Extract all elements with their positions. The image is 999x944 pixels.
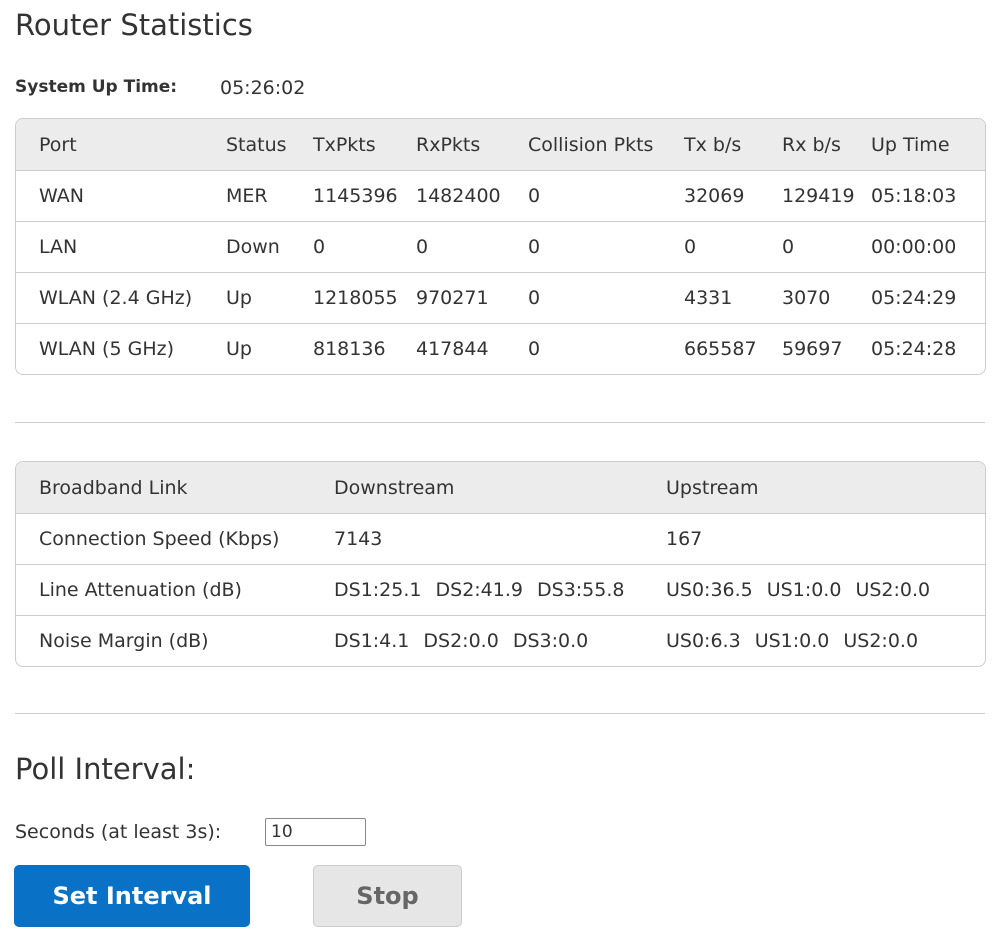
table-cell: 1482400 [416,170,528,222]
table-cell: WLAN (2.4 GHz) [16,272,226,324]
column-header: TxPkts [313,119,416,171]
uptime-value: 05:26:02 [220,77,306,99]
upstream-value: US2:0.0 [855,579,931,601]
poll-title: Poll Interval: [15,752,196,786]
table-cell: 05:24:29 [871,272,985,324]
table-cell: 3070 [782,272,871,324]
table-cell: 129419 [782,170,871,222]
upstream-cell: US0:6.3 US1:0.0 US2:0.0 [666,615,985,666]
table-cell: 0 [528,221,684,273]
column-header: Port [16,119,226,171]
table-cell: Up [226,272,313,324]
table-cell: 0 [782,221,871,273]
row-label: Connection Speed (Kbps) [16,513,334,565]
table-row: WAN MER 1145396 1482400 0 32069 129419 05:18:03 [16,170,985,222]
row-label: Line Attenuation (dB) [16,564,334,616]
table-header: Port Status TxPkts RxPkts Collision Pkts Tx b… [16,119,985,171]
downstream-value: DS3:0.0 [512,630,589,652]
table-cell: LAN [16,221,226,273]
table-cell: 0 [313,221,416,273]
table-cell: 0 [684,221,782,273]
downstream-value: DS3:55.8 [537,579,625,601]
table-cell: 32069 [684,170,782,222]
table-cell: Down [226,221,313,273]
upstream-value: US0:6.3 [666,630,741,652]
column-header: Broadband Link [16,462,334,514]
downstream-cell: DS1:25.1 DS2:41.9 DS3:55.8 [334,564,666,616]
table-cell: 00:00:00 [871,221,985,273]
downstream-value: DS2:0.0 [423,630,499,652]
table-cell: 0 [528,323,684,374]
table-cell: 4331 [684,272,782,324]
table-row: Connection Speed (Kbps) 7143 167 [16,513,985,565]
column-header: Downstream [334,462,666,514]
table-cell: 59697 [782,323,871,374]
table-cell: Up [226,323,313,374]
table-cell: 1218055 [313,272,416,324]
page-title: Router Statistics [15,8,253,42]
table-cell: MER [226,170,313,222]
column-header: Status [226,119,313,171]
table-row: LAN Down 0 0 0 0 0 00:00:00 [16,221,985,273]
seconds-input[interactable] [265,818,366,846]
row-label: Noise Margin (dB) [16,615,334,666]
table-row: Line Attenuation (dB) DS1:25.1 DS2:41.9 DS3… [16,564,985,616]
upstream-value: US2:0.0 [843,630,919,652]
table-row: Noise Margin (dB) DS1:4.1 DS2:0.0 DS3:0.0 US… [16,615,985,666]
upstream-value: US1:0.0 [754,630,830,652]
table-cell: 0 [528,170,684,222]
upstream-cell: 167 [666,513,985,565]
upstream-value: 167 [666,528,703,550]
table-cell: 1145396 [313,170,416,222]
divider [15,422,985,423]
table-cell: 970271 [416,272,528,324]
downstream-value: 7143 [334,528,383,550]
table-row: WLAN (5 GHz) Up 818136 417844 0 665587 59697 05… [16,323,985,374]
column-header: Up Time [871,119,985,171]
broadband-table: Broadband Link Downstream Upstream Connecti… [15,461,986,667]
stop-button[interactable]: Stop [313,865,462,927]
table-cell: 818136 [313,323,416,374]
upstream-cell: US0:36.5 US1:0.0 US2:0.0 [666,564,985,616]
divider [15,713,985,714]
downstream-value: DS1:25.1 [334,579,422,601]
downstream-value: DS1:4.1 [334,630,410,652]
downstream-value: DS2:41.9 [435,579,524,601]
column-header: RxPkts [416,119,528,171]
uptime-label: System Up Time: [15,77,178,97]
seconds-label: Seconds (at least 3s): [15,821,222,843]
table-cell: 0 [528,272,684,324]
table-cell: 665587 [684,323,782,374]
column-header: Tx b/s [684,119,782,171]
port-stats-table: Port Status TxPkts RxPkts Collision Pkts Tx b… [15,118,986,375]
table-cell: WAN [16,170,226,222]
table-cell: WLAN (5 GHz) [16,323,226,374]
column-header: Collision Pkts [528,119,684,171]
set-interval-button[interactable]: Set Interval [14,865,250,927]
table-header: Broadband Link Downstream Upstream [16,462,985,514]
table-cell: 417844 [416,323,528,374]
column-header: Rx b/s [782,119,871,171]
downstream-cell: 7143 [334,513,666,565]
table-cell: 0 [416,221,528,273]
column-header: Upstream [666,462,985,514]
upstream-value: US0:36.5 [666,579,753,601]
table-cell: 05:24:28 [871,323,985,374]
upstream-value: US1:0.0 [766,579,842,601]
table-row: WLAN (2.4 GHz) Up 1218055 970271 0 4331 3070 05… [16,272,985,324]
table-cell: 05:18:03 [871,170,985,222]
downstream-cell: DS1:4.1 DS2:0.0 DS3:0.0 [334,615,666,666]
